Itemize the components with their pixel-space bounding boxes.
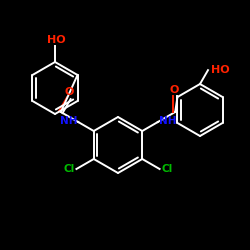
Text: HO: HO [211, 65, 230, 75]
Text: NH: NH [159, 116, 176, 126]
Text: Cl: Cl [162, 164, 173, 174]
Text: Cl: Cl [63, 164, 74, 174]
Text: HO: HO [47, 35, 65, 45]
Text: NH: NH [60, 116, 77, 126]
Text: O: O [170, 85, 179, 95]
Text: O: O [64, 87, 74, 97]
